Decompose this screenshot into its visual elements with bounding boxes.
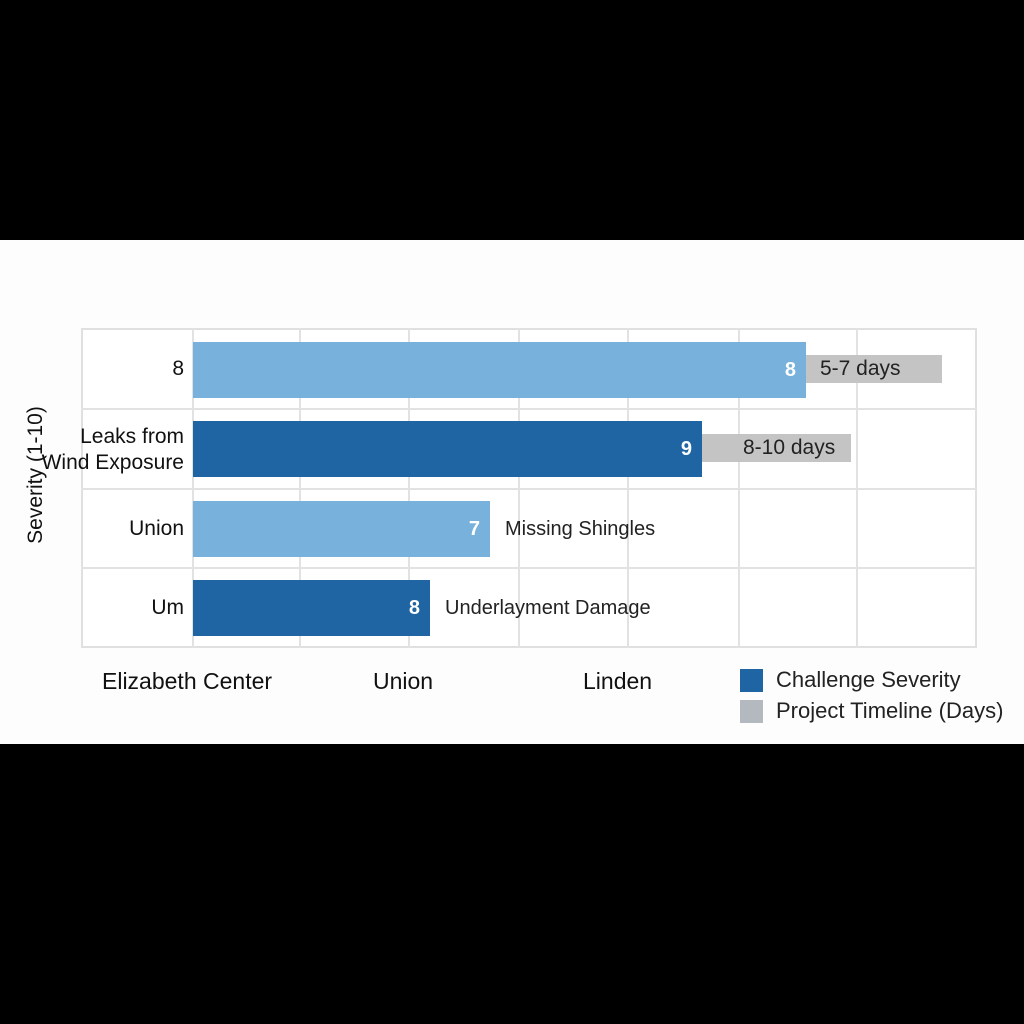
severity-bar[interactable] [193,580,430,636]
bar-value-label: 8 [408,597,420,619]
y-axis-label: Severity (1-10) [24,406,47,544]
row-label: Union [129,517,184,540]
legend-swatch-timeline [740,700,763,723]
bar-annotation: Missing Shingles [505,518,656,540]
row-label: Leaks from [80,425,184,448]
severity-bar[interactable] [193,421,702,477]
bar-annotation: Underlayment Damage [445,597,651,619]
bar-value-label: 8 [784,359,796,381]
bar-value-label: 7 [468,518,480,540]
timeline-label: 8-10 days [743,436,836,459]
severity-bar[interactable] [193,342,806,398]
grid-line [81,567,977,569]
bar-value-label: 9 [680,438,692,460]
timeline-bar[interactable] [702,434,851,462]
x-tick-label: Union [373,668,434,694]
legend-swatch-severity [740,669,763,692]
legend-label-severity: Challenge Severity [776,667,961,692]
timeline-label: 5-7 days [820,357,901,380]
legend-label-timeline: Project Timeline (Days) [776,698,1004,723]
timeline-bar[interactable] [806,355,942,383]
grid-line [81,488,977,490]
row-label: 8 [172,357,184,380]
x-tick-label: Linden [583,668,653,694]
row-label: Um [151,596,184,619]
severity-bar[interactable] [193,501,490,557]
x-tick-label: Elizabeth Center [102,668,273,694]
row-label: Wind Exposure [41,451,184,474]
grid-line [81,408,977,410]
